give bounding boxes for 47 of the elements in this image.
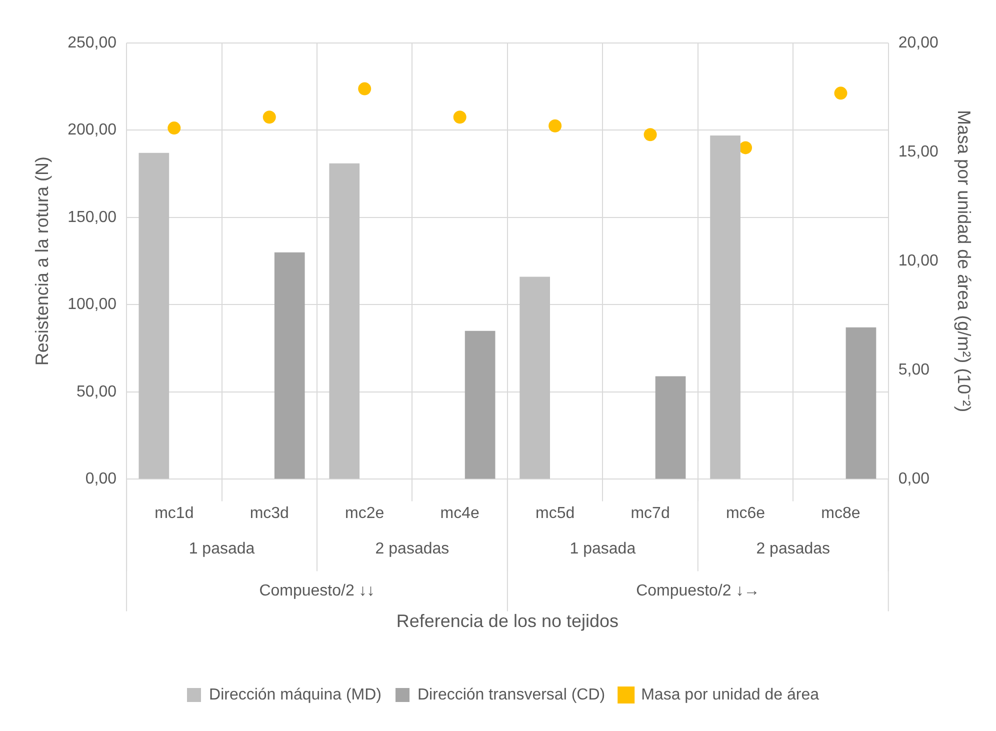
x-axis-title: Referencia de los no tejidos — [396, 611, 619, 632]
point — [358, 82, 372, 96]
bar — [846, 327, 876, 479]
text: 1 pasada — [570, 540, 636, 558]
x-tick-label: mc4e — [440, 505, 480, 522]
text: 2 pasadas — [756, 540, 830, 558]
bar — [710, 135, 740, 479]
y-tick-label: 0,00 — [85, 470, 117, 488]
bar — [274, 252, 305, 479]
point — [453, 110, 466, 124]
y2-tick-label: 5,00 — [898, 362, 930, 379]
x-tick-label: mc7d — [630, 505, 670, 522]
y2-tick-label: 15,00 — [898, 143, 938, 160]
x-tick-label: mc5d — [536, 505, 575, 522]
y-axis-title: Resistencia a la rotura (N) — [32, 156, 52, 366]
x-tick-label: mc6e — [726, 505, 766, 522]
legend-label: Masa por unidad de área — [641, 686, 820, 704]
y-tick-label: 200,00 — [68, 122, 117, 139]
y-tick-label: 50,00 — [76, 383, 117, 400]
y2-tick-label: 10,00 — [898, 252, 938, 270]
y-tick-label: 150,00 — [68, 208, 117, 226]
legend-label: Dirección transversal (CD) — [418, 686, 606, 704]
bar — [138, 152, 170, 479]
bar — [655, 376, 686, 479]
text: Compuesto/2 ↓↓ — [259, 582, 375, 600]
x-tick-label: mc3d — [250, 505, 289, 522]
y2-tick-label: 20,00 — [898, 34, 938, 52]
point — [834, 86, 848, 100]
point — [739, 141, 752, 154]
text: 2 pasadas — [375, 540, 450, 558]
bar — [520, 276, 550, 479]
point — [168, 122, 181, 135]
x-tick-label: mc1d — [154, 505, 194, 522]
bar — [464, 330, 496, 479]
x-tick-label: mc2e — [345, 505, 384, 522]
y2-axis-title: Masa por unidad de área (g/m²) (10⁻²) — [954, 110, 974, 412]
y2-tick-label: 0,00 — [898, 470, 930, 488]
y-tick-label: 250,00 — [68, 34, 117, 52]
text: Compuesto/2 ↓→ — [636, 582, 760, 600]
point — [262, 110, 276, 124]
legend-label: Dirección máquina (MD) — [209, 686, 382, 704]
y-tick-label: 100,00 — [68, 296, 117, 314]
bar — [329, 163, 360, 479]
x-tick-label: mc8e — [821, 505, 860, 522]
text: 1 pasada — [188, 540, 255, 558]
point — [644, 128, 657, 142]
point — [548, 119, 562, 132]
